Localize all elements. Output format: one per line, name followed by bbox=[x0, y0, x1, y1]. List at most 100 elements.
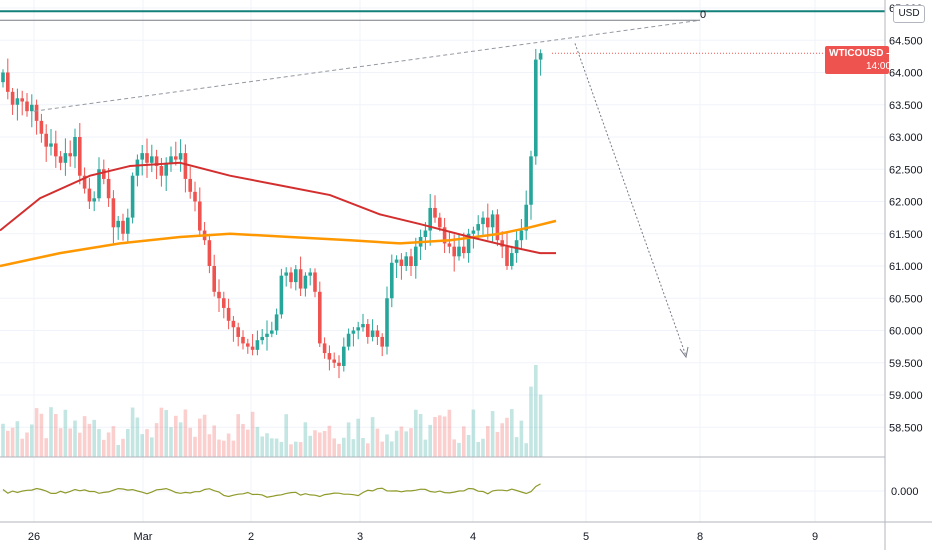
candle-body bbox=[78, 137, 82, 176]
y-tick-label: 59.000 bbox=[889, 390, 923, 402]
volume-bar bbox=[207, 434, 212, 457]
volume-bar bbox=[346, 422, 351, 457]
y-tick-label: 64.500 bbox=[889, 35, 923, 47]
volume-bar bbox=[342, 437, 346, 457]
candle-body bbox=[294, 269, 298, 283]
volume-bar bbox=[442, 416, 447, 457]
candle-body bbox=[394, 259, 399, 263]
volume-bar bbox=[505, 417, 509, 457]
candle-body bbox=[500, 240, 504, 247]
candle-body bbox=[1, 72, 5, 83]
volume-bar bbox=[183, 409, 188, 457]
volume-bar bbox=[217, 439, 221, 457]
volume-bar bbox=[140, 434, 144, 457]
candle-body bbox=[380, 336, 384, 347]
candle-body bbox=[298, 269, 303, 289]
candle-body bbox=[140, 153, 144, 160]
x-tick-label: Mar bbox=[134, 531, 153, 543]
volume-bar bbox=[169, 427, 173, 457]
candle-body bbox=[414, 246, 418, 266]
volume-bar bbox=[270, 438, 274, 457]
volume-bar bbox=[327, 425, 332, 457]
volume-bar bbox=[366, 443, 370, 457]
candle-body bbox=[54, 143, 58, 157]
candle-body bbox=[106, 178, 111, 199]
volume-bar bbox=[159, 407, 164, 457]
candle-body bbox=[452, 246, 456, 257]
volume-bar bbox=[193, 436, 197, 457]
candle-body bbox=[58, 156, 63, 163]
volume-bar bbox=[279, 441, 284, 457]
volume-bar bbox=[529, 386, 533, 457]
candle-body bbox=[34, 104, 39, 121]
candle-body bbox=[217, 291, 221, 299]
volume-bar bbox=[414, 409, 418, 457]
x-tick-label: 2 bbox=[248, 531, 254, 543]
time-axis[interactable]: 26 Mar 2 3 4 5 8 9 bbox=[0, 521, 932, 543]
volume-bar bbox=[447, 409, 452, 457]
drawing-tools[interactable]: 0 bbox=[0, 9, 885, 359]
volume-bar bbox=[394, 430, 399, 457]
volume-bar bbox=[116, 444, 120, 457]
volume-bars bbox=[1, 364, 543, 457]
moving-average-slow bbox=[0, 219, 557, 268]
candle-body bbox=[270, 330, 274, 334]
volume-bar bbox=[428, 424, 432, 457]
candle-body bbox=[433, 207, 437, 218]
candle-body bbox=[361, 324, 365, 328]
moving-average-fast bbox=[0, 161, 556, 255]
candle-body bbox=[231, 320, 236, 328]
volume-bar bbox=[164, 410, 168, 457]
candle-body bbox=[212, 266, 216, 292]
volume-bar bbox=[534, 364, 538, 457]
candle-body bbox=[332, 359, 336, 363]
candle-body bbox=[102, 169, 106, 179]
volume-bar bbox=[399, 426, 404, 457]
candle-body bbox=[198, 201, 202, 231]
y-tick-label: 62.000 bbox=[889, 197, 923, 209]
y-tick-label: 58.500 bbox=[889, 422, 923, 434]
candle-body bbox=[428, 207, 432, 231]
volume-bar bbox=[332, 438, 336, 457]
candle-body bbox=[385, 298, 389, 347]
volume-bar bbox=[361, 438, 365, 457]
trend-line bbox=[33, 19, 701, 112]
volume-bar bbox=[418, 414, 423, 457]
volume-bar bbox=[318, 432, 322, 457]
volume-bar bbox=[390, 441, 394, 457]
candle-body bbox=[342, 346, 346, 366]
candle-body bbox=[366, 324, 370, 337]
volume-bar bbox=[111, 426, 116, 457]
candle-body bbox=[495, 214, 500, 241]
volume-bar bbox=[58, 428, 63, 457]
volume-bar bbox=[226, 433, 231, 457]
candle-body bbox=[226, 307, 231, 321]
candle-body bbox=[246, 343, 250, 347]
candle-body bbox=[241, 336, 245, 344]
y-tick-label: 60.000 bbox=[889, 326, 923, 338]
volume-bar bbox=[106, 432, 111, 457]
currency-badge[interactable]: USD bbox=[893, 5, 925, 23]
candle-body bbox=[49, 143, 53, 147]
price-tag-value: 64.298 bbox=[894, 48, 926, 59]
volume-bar bbox=[313, 430, 317, 457]
candle-body bbox=[178, 153, 183, 160]
volume-bar bbox=[370, 417, 375, 457]
x-tick-label: 5 bbox=[583, 531, 589, 543]
volume-bar bbox=[409, 428, 413, 457]
volume-bar bbox=[63, 409, 68, 457]
candle-body bbox=[63, 153, 68, 163]
volume-bar bbox=[462, 426, 466, 457]
volume-bar bbox=[178, 422, 183, 457]
y-tick-label: 64.000 bbox=[889, 68, 923, 80]
volume-bar bbox=[524, 443, 528, 457]
y-tick-label: 63.500 bbox=[889, 100, 923, 112]
candle-body bbox=[130, 175, 135, 218]
candle-body bbox=[327, 353, 332, 360]
candle-body bbox=[447, 243, 452, 247]
volume-bar bbox=[34, 408, 39, 457]
y-tick-label: 61.500 bbox=[889, 229, 923, 241]
candle-body bbox=[409, 256, 413, 266]
